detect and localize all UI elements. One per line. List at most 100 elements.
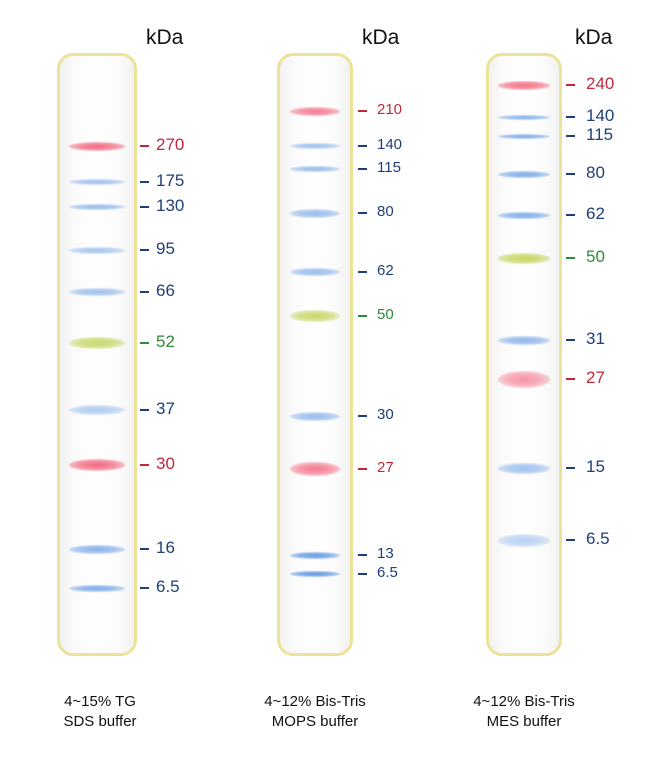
marker-mw-label: 66 xyxy=(156,281,175,301)
caption-gel-type: 4~12% Bis-Tris xyxy=(264,693,366,710)
gel-band xyxy=(69,141,125,151)
gel-caption: 4~12% Bis-Tris MES buffer xyxy=(414,692,634,732)
gel-band xyxy=(498,80,550,90)
gel-lane xyxy=(57,53,137,656)
marker-tick xyxy=(566,378,575,380)
marker-mw-label: 130 xyxy=(156,196,185,216)
marker-mw-label: 27 xyxy=(586,368,605,388)
marker-tick xyxy=(358,271,367,273)
gel-band xyxy=(69,405,125,415)
gel-lane xyxy=(486,53,562,656)
marker-mw-label: 15 xyxy=(586,457,605,477)
gel-band xyxy=(69,584,125,592)
gel-band xyxy=(290,143,340,149)
gel-band xyxy=(290,462,340,476)
unit-label: kDa xyxy=(362,26,400,49)
gel-band xyxy=(498,462,550,474)
marker-tick xyxy=(358,212,367,214)
marker-tick xyxy=(566,257,575,259)
gel-band xyxy=(69,204,125,210)
marker-mw-label: 115 xyxy=(586,125,614,145)
gel-band xyxy=(498,170,550,178)
marker-tick xyxy=(140,464,149,466)
gel-band xyxy=(498,533,550,547)
marker-mw-label: 80 xyxy=(586,163,605,183)
marker-mw-label: 6.5 xyxy=(586,529,610,549)
marker-mw-label: 270 xyxy=(156,135,185,155)
marker-mw-label: 31 xyxy=(586,329,605,349)
marker-mw-label: 62 xyxy=(586,204,605,224)
gel-band xyxy=(290,208,340,218)
marker-mw-label: 140 xyxy=(377,136,403,154)
gel-band xyxy=(69,459,125,471)
marker-mw-label: 27 xyxy=(377,459,394,477)
marker-tick xyxy=(140,291,149,293)
gel-band xyxy=(290,411,340,421)
marker-tick xyxy=(566,339,575,341)
marker-tick xyxy=(566,84,575,86)
marker-mw-label: 175 xyxy=(156,171,185,191)
caption-buffer: SDS buffer xyxy=(63,713,137,730)
caption-gel-type: 4~12% Bis-Tris xyxy=(473,693,575,710)
marker-mw-label: 30 xyxy=(156,454,175,474)
caption-gel-type: 4~15% TG xyxy=(64,693,136,710)
marker-tick xyxy=(358,554,367,556)
gel-caption: 4~12% Bis-Tris MOPS buffer xyxy=(205,692,425,732)
gel-band xyxy=(69,246,125,254)
marker-tick xyxy=(140,587,149,589)
marker-tick xyxy=(358,573,367,575)
marker-tick xyxy=(140,145,149,147)
gel-band xyxy=(290,551,340,559)
marker-tick xyxy=(140,181,149,183)
gel-band xyxy=(290,106,340,116)
caption-buffer: MOPS buffer xyxy=(271,713,359,730)
marker-tick xyxy=(566,539,575,541)
marker-mw-label: 240 xyxy=(586,74,615,94)
marker-tick xyxy=(566,214,575,216)
marker-tick xyxy=(358,315,367,317)
caption-buffer: MES buffer xyxy=(486,713,562,730)
gel-caption: 4~15% TG SDS buffer xyxy=(0,692,210,732)
marker-mw-label: 50 xyxy=(377,306,394,324)
marker-mw-label: 95 xyxy=(156,239,175,259)
marker-tick xyxy=(140,409,149,411)
marker-tick xyxy=(358,168,367,170)
marker-tick xyxy=(140,342,149,344)
marker-mw-label: 13 xyxy=(377,545,394,563)
gel-band xyxy=(290,310,340,322)
marker-tick xyxy=(140,206,149,208)
gel-band xyxy=(498,114,550,120)
marker-mw-label: 62 xyxy=(377,262,394,280)
marker-mw-label: 115 xyxy=(377,159,401,177)
marker-tick xyxy=(358,415,367,417)
marker-mw-label: 6.5 xyxy=(377,564,398,582)
marker-mw-label: 210 xyxy=(377,101,403,119)
gel-band xyxy=(498,252,550,264)
gel-band xyxy=(69,544,125,554)
marker-mw-label: 37 xyxy=(156,399,175,419)
gel-band xyxy=(498,211,550,219)
unit-label: kDa xyxy=(575,26,613,49)
marker-mw-label: 52 xyxy=(156,332,175,352)
marker-mw-label: 16 xyxy=(156,538,175,558)
marker-tick xyxy=(140,249,149,251)
gel-band xyxy=(69,337,125,349)
marker-mw-label: 30 xyxy=(377,406,394,424)
gel-band xyxy=(69,288,125,296)
gel-band xyxy=(498,370,550,388)
marker-tick xyxy=(566,135,575,137)
marker-tick xyxy=(358,468,367,470)
gel-band xyxy=(290,166,340,172)
gel-band xyxy=(290,571,340,577)
marker-mw-label: 140 xyxy=(586,106,615,126)
marker-tick xyxy=(566,116,575,118)
marker-tick xyxy=(566,173,575,175)
gel-band xyxy=(69,179,125,185)
marker-mw-label: 50 xyxy=(586,247,605,267)
unit-label: kDa xyxy=(146,26,184,49)
marker-tick xyxy=(358,145,367,147)
marker-tick xyxy=(140,548,149,550)
gel-band xyxy=(290,268,340,276)
marker-tick xyxy=(358,110,367,112)
